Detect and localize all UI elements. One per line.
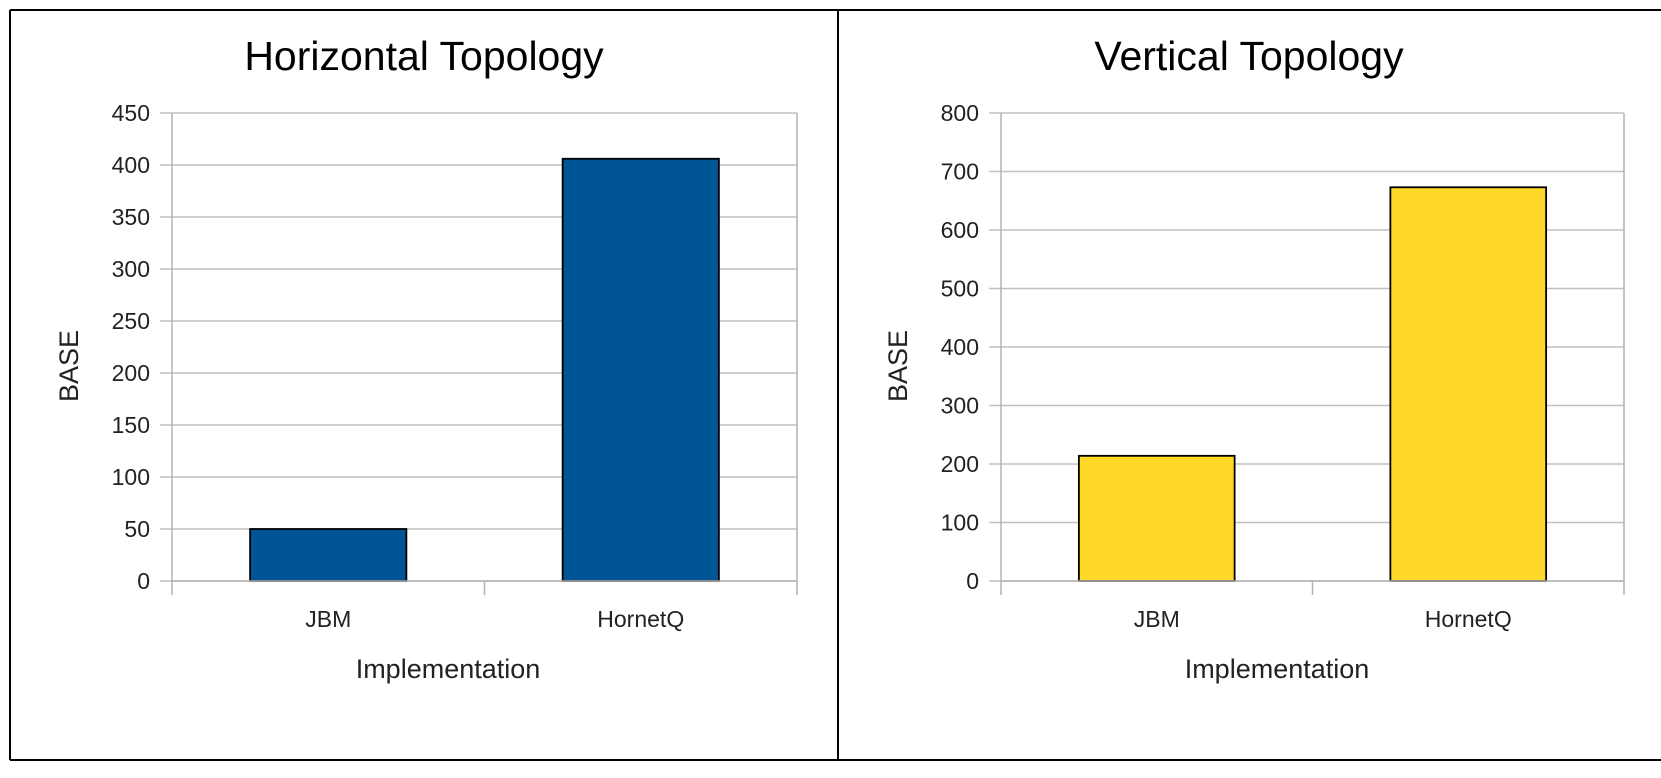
y-tick-label: 300 <box>941 393 979 419</box>
x-axis-label: Implementation <box>356 654 541 684</box>
y-tick-label: 50 <box>124 516 150 542</box>
y-tick-label: 350 <box>112 204 150 230</box>
x-axis-label: Implementation <box>1185 654 1370 684</box>
x-tick-label: HornetQ <box>1425 606 1512 632</box>
y-tick-label: 200 <box>112 360 150 386</box>
x-tick-label: HornetQ <box>597 606 684 632</box>
bars <box>1077 186 1548 582</box>
y-tick-label: 700 <box>941 159 979 185</box>
y-tick-label: 250 <box>112 308 150 334</box>
y-tick-label: 600 <box>941 217 979 243</box>
y-tick-label: 400 <box>941 334 979 360</box>
chart-title: Horizontal Topology <box>244 33 604 79</box>
y-tick-label: 500 <box>941 276 979 302</box>
y-tick-label: 0 <box>137 568 150 594</box>
chart-title: Vertical Topology <box>1094 33 1404 79</box>
y-tick-labels: 0 100 200 300 400 500 600 700 800 <box>941 100 979 594</box>
y-tick-labels: 0 50 100 150 200 250 300 350 400 450 <box>112 100 150 594</box>
chart-vertical-topology: Vertical Topology 0 100 200 300 400 500 600 700… <box>883 33 1625 684</box>
figure-frame <box>9 9 1661 761</box>
chart-horizontal-topology: Horizontal Topology 0 50 100 150 200 250 300 35… <box>54 33 798 684</box>
y-tick-label: 150 <box>112 412 150 438</box>
bar-jbm <box>1077 454 1236 582</box>
y-tick-label: 0 <box>966 568 979 594</box>
axes <box>171 113 798 595</box>
y-tick-label: 100 <box>112 464 150 490</box>
x-tick-labels: JBM HornetQ <box>305 606 684 632</box>
axes <box>1000 113 1625 595</box>
y-tick-label: 450 <box>112 100 150 126</box>
y-tick-label: 400 <box>112 152 150 178</box>
y-tick-label: 200 <box>941 451 979 477</box>
bar-jbm <box>249 528 408 582</box>
y-tick-label: 100 <box>941 510 979 536</box>
bar-hornetq <box>1389 186 1548 582</box>
y-axis-label: BASE <box>883 330 913 402</box>
x-tick-label: JBM <box>305 606 351 632</box>
x-tick-labels: JBM HornetQ <box>1134 606 1512 632</box>
y-axis-label: BASE <box>54 330 84 402</box>
bar-hornetq <box>561 157 720 582</box>
y-tick-label: 300 <box>112 256 150 282</box>
bars <box>249 157 720 582</box>
x-tick-label: JBM <box>1134 606 1180 632</box>
y-tick-label: 800 <box>941 100 979 126</box>
